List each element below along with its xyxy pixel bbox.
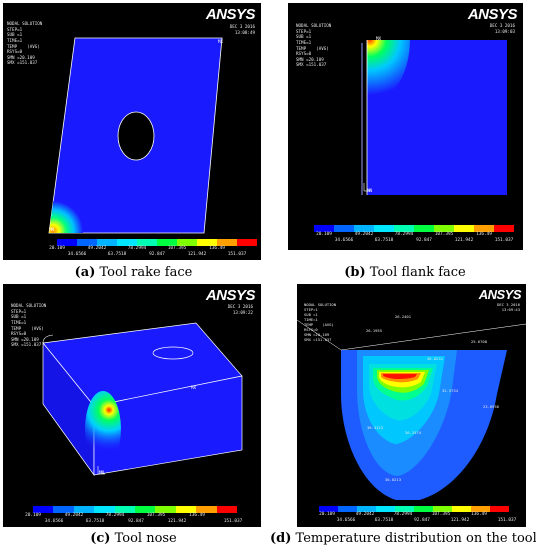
colorbar-swatch — [452, 506, 471, 512]
clamp-hole — [152, 346, 194, 360]
panel-c-date: DEC 3 2016 13:09:22 — [227, 304, 253, 315]
panel-c-colorbar — [33, 506, 238, 513]
colorbar-swatch — [33, 506, 54, 513]
probe-label: 26.2401 — [395, 314, 412, 319]
flank-face-plot — [361, 40, 507, 195]
probe-label: 26.1955 — [366, 328, 383, 333]
panel-a-colorbar — [57, 239, 257, 246]
panel-d-probe-labels: 26.2401 26.1955 25.6708 36.8231 32.5734 … — [297, 284, 526, 527]
panel-b-flank-face: NODAL SOLUTION STEP=1 SUB =1 TIME=1 TEMP (AV… — [288, 3, 523, 250]
colorbar-swatch — [319, 506, 338, 512]
contour-9 — [383, 374, 417, 379]
ansys-logo: ANSYS — [205, 287, 256, 304]
colorbar-swatch — [394, 225, 414, 232]
caption-b: (b) Tool flank face — [344, 265, 466, 280]
panel-c-tool-nose: NODAL SOLUTION STEP=1 SUB =1 TIME=1 TEMP (AV… — [3, 284, 261, 527]
colorbar-swatch — [494, 225, 514, 232]
ansys-logo: ANSYS — [467, 6, 518, 23]
colorbar-swatch — [53, 506, 74, 513]
colorbar-swatch — [135, 506, 156, 513]
panel-c-mx-marker: MX — [191, 385, 197, 390]
colorbar-swatch — [454, 225, 474, 232]
panel-b-colorbar — [314, 225, 514, 232]
colorbar-swatch — [414, 506, 433, 512]
temperature-distribution-plot — [297, 319, 526, 500]
caption-c: (c) Tool nose — [90, 531, 177, 546]
colorbar-swatch — [97, 239, 117, 246]
panel-b-mn-marker: MN — [367, 188, 373, 193]
colorbar-swatch — [374, 225, 394, 232]
colorbar-swatch — [117, 239, 137, 246]
probe-label: 32.5734 — [442, 388, 459, 393]
probe-label: 23.6936 — [483, 404, 500, 409]
colorbar-swatch — [217, 239, 237, 246]
colorbar-swatch — [177, 239, 197, 246]
colorbar-swatch — [314, 225, 334, 232]
panel-c-solution-info: NODAL SOLUTION STEP=1 SUB =1 TIME=1 TEMP (AV… — [11, 303, 47, 348]
colorbar-swatch — [77, 239, 97, 246]
tool-nose-plot — [42, 322, 243, 477]
colorbar-swatch — [94, 506, 115, 513]
probe-label: 36.3123 — [367, 425, 384, 430]
panel-a-mx-marker: MX — [218, 39, 224, 44]
colorbar-swatch — [155, 506, 176, 513]
caption-a: (a) Tool rake face — [74, 265, 193, 280]
panel-c-mn-marker: MN — [99, 470, 105, 475]
colorbar-swatch — [73, 506, 95, 513]
hot-spot — [367, 40, 410, 102]
panel-a-date: DEC 3 2016 13:08:49 — [229, 24, 255, 35]
panel-a-solution-info: NODAL SOLUTION STEP=1 SUB =1 TIME=1 TEMP (AV… — [7, 21, 43, 66]
colorbar-swatch — [114, 506, 136, 513]
probe-label: 36.8231 — [427, 356, 444, 361]
probe-label: 36.2574 — [405, 430, 422, 435]
colorbar-swatch — [137, 239, 157, 246]
panel-b-mx-marker: MX — [376, 36, 382, 41]
panel-d-colorbar — [319, 506, 509, 512]
hot-zone — [85, 391, 121, 467]
ansys-logo: ANSYS — [205, 6, 256, 23]
colorbar-swatch — [196, 506, 217, 513]
colorbar-swatch — [338, 506, 357, 512]
colorbar-swatch — [474, 225, 494, 232]
colorbar-swatch — [175, 506, 197, 513]
colorbar-swatch — [354, 225, 374, 232]
colorbar-swatch — [57, 239, 77, 246]
colorbar-swatch — [471, 506, 490, 512]
colorbar-swatch — [434, 225, 454, 232]
clamp-hole — [117, 111, 155, 161]
colorbar-swatch — [376, 506, 395, 512]
colorbar-swatch — [433, 506, 452, 512]
panel-a-mn-marker: MN — [49, 227, 55, 232]
rake-face-plot — [48, 37, 223, 234]
colorbar-swatch — [357, 506, 376, 512]
colorbar-swatch — [414, 225, 434, 232]
panel-d-temperature-distribution: NODAL SOLUTION STEP=1 SUB =1 TIME=1 TEMP (AV… — [297, 284, 526, 527]
panel-d-date: DEC 3 2016 13:09:43 — [497, 302, 520, 312]
hot-spot — [49, 201, 83, 233]
probe-label: 30.0213 — [385, 477, 402, 482]
colorbar-swatch — [395, 506, 414, 512]
panel-a-rake-face: NODAL SOLUTION STEP=1 SUB =1 TIME=1 TEMP (AV… — [3, 3, 261, 260]
colorbar-swatch — [216, 506, 238, 513]
colorbar-swatch — [197, 239, 217, 246]
colorbar-swatch — [490, 506, 509, 512]
colorbar-swatch — [334, 225, 354, 232]
colorbar-swatch — [157, 239, 177, 246]
panel-b-date: DEC 3 2016 13:09:03 — [489, 23, 515, 34]
probe-label: 25.6708 — [471, 339, 488, 344]
ansys-logo: ANSYS — [478, 287, 522, 302]
caption-d: (d) Temperature distribution on the tool — [270, 531, 536, 546]
panel-b-solution-info: NODAL SOLUTION STEP=1 SUB =1 TIME=1 TEMP (AV… — [296, 23, 332, 68]
colorbar-swatch — [237, 239, 257, 246]
